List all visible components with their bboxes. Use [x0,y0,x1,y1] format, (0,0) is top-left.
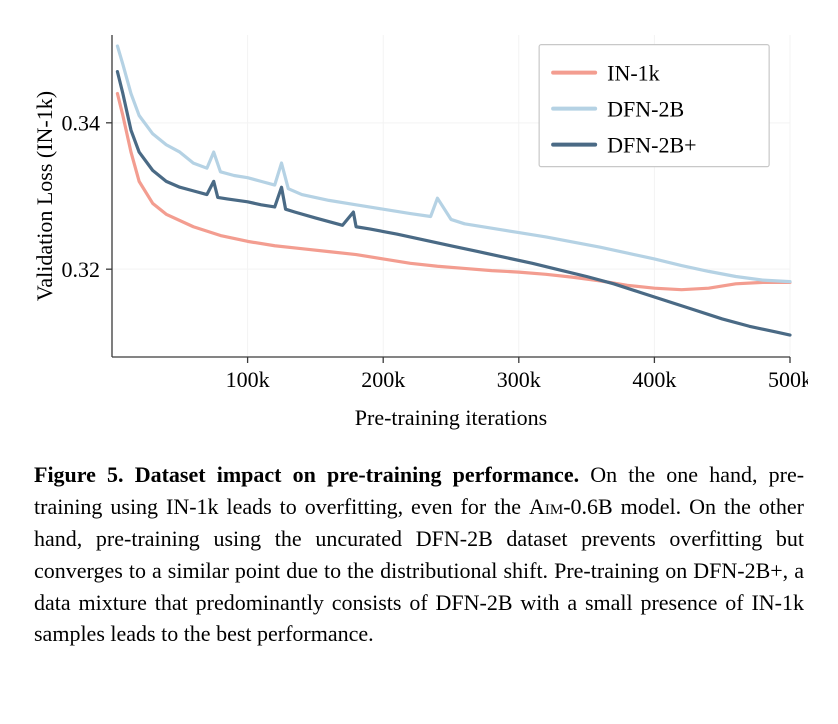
line-chart: 100k 200k 300k 400k 500k 0.32 0.34 Pre-training… [30,15,808,445]
chart-region: 100k 200k 300k 400k 500k 0.32 0.34 Pre-training… [30,15,808,445]
y-axis-label: Validation Loss (IN-1k) [32,91,57,301]
legend-label: DFN-2B [607,96,684,121]
x-axis-label: Pre-training iterations [355,405,547,430]
figure-label: Figure 5. [34,462,124,487]
figure-container: 100k 200k 300k 400k 500k 0.32 0.34 Pre-training… [0,0,838,724]
x-tick-label: 400k [632,367,676,392]
x-tick-label: 100k [226,367,270,392]
x-tick-label: 500k [768,367,808,392]
figure-caption: Figure 5. Dataset impact on pre-training… [30,459,808,650]
legend-label: DFN-2B+ [607,132,696,157]
y-tick-label: 0.32 [62,257,101,282]
x-tick-label: 200k [361,367,405,392]
legend-label: IN-1k [607,60,660,85]
y-tick-label: 0.34 [62,111,101,136]
x-tick-label: 300k [497,367,541,392]
figure-title: Dataset impact on pre-training performan… [135,462,579,487]
caption-aim-smallcaps: Aim [529,494,563,519]
